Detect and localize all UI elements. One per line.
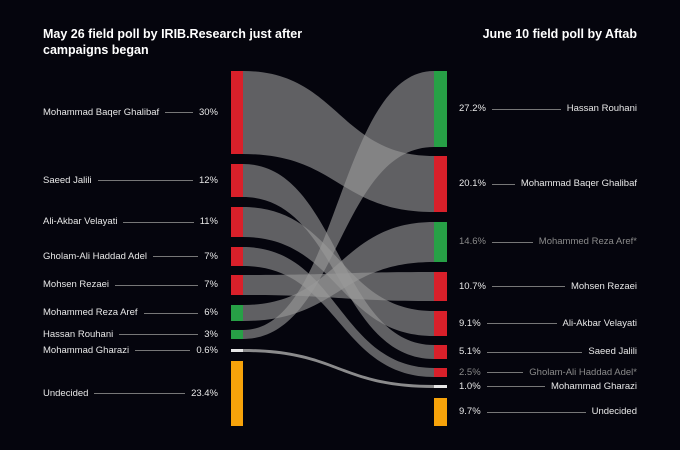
right-node-bar	[434, 311, 447, 336]
left-node-bar	[231, 330, 243, 339]
candidate-name: Mohammed Reza Aref*	[538, 236, 637, 247]
flow-band	[243, 71, 434, 339]
percentage: 3%	[204, 328, 218, 340]
left-node-bar	[231, 349, 243, 352]
percentage: 0.6%	[196, 344, 218, 356]
percentage: 14.6%	[459, 236, 486, 247]
flow-band	[243, 222, 434, 321]
candidate-name: Mohsen Rezaei	[43, 279, 110, 290]
left-node-label: Saeed Jalili 12%	[43, 175, 218, 187]
left-node-bar	[231, 207, 243, 237]
candidate-name: Hassan Rouhani	[43, 328, 114, 340]
left-node-bar	[231, 361, 243, 426]
candidate-name: Saeed Jalili	[43, 174, 92, 186]
percentage: 5.1%	[459, 346, 481, 357]
candidate-name: Mohammad Baqer Ghalibaf	[43, 106, 160, 118]
left-node-bar	[231, 247, 243, 266]
candidate-name: Gholam-Ali Haddad Adel*	[529, 366, 637, 378]
leader-line	[486, 351, 583, 353]
right-node-label: 20.1% Mohammad Baqer Ghalibaf	[459, 178, 637, 190]
left-poll-title: May 26 field poll by IRIB.Research just …	[43, 27, 303, 57]
right-node-label: 1.0% Mohammad Gharazi	[459, 381, 637, 393]
right-node-bar	[434, 222, 447, 262]
candidate-name: Mohammad Gharazi	[550, 380, 637, 392]
candidate-name: Hassan Rouhani	[566, 103, 637, 114]
leader-line	[123, 221, 194, 223]
right-node-label: 10.7% Mohsen Rezaei	[459, 281, 637, 293]
left-node-label: Mohammad Baqer Ghalibaf 30%	[43, 107, 218, 119]
left-node-bar	[231, 71, 243, 154]
candidate-name: Undecided	[43, 387, 89, 399]
percentage: 2.5%	[459, 366, 481, 378]
percentage: 7%	[204, 279, 218, 290]
percentage: 6%	[204, 307, 218, 318]
left-node-bar	[231, 275, 243, 295]
left-node-label: Undecided 23.4%	[43, 388, 218, 400]
leader-line	[486, 411, 586, 413]
right-node-bar	[434, 71, 447, 147]
flow-band	[243, 247, 434, 377]
right-node-bar	[434, 385, 447, 388]
right-poll-title: June 10 field poll by Aftab	[482, 27, 637, 41]
left-node-bar	[231, 164, 243, 197]
candidate-name: Mohsen Rezaei	[570, 280, 637, 292]
candidate-name: Mohammad Baqer Ghalibaf	[520, 178, 637, 189]
left-node-label: Mohammed Reza Aref 6%	[43, 307, 218, 319]
percentage: 11%	[199, 216, 218, 227]
left-node-label: Gholam-Ali Haddad Adel 7%	[43, 251, 218, 263]
right-node-bar	[434, 368, 447, 377]
leader-line	[486, 372, 524, 373]
right-node-bar	[434, 398, 447, 426]
left-node-label: Hassan Rouhani 3%	[43, 329, 218, 341]
right-node-label: 27.2% Hassan Rouhani	[459, 103, 637, 115]
percentage: 1.0%	[459, 380, 481, 392]
leader-line	[486, 386, 545, 387]
percentage: 7%	[204, 250, 218, 262]
leader-line	[97, 180, 193, 181]
candidate-name: Ali-Akbar Velayati	[43, 216, 118, 227]
leader-line	[143, 312, 199, 314]
right-node-bar	[434, 156, 447, 212]
leader-line	[135, 350, 191, 351]
leader-line	[486, 323, 557, 324]
candidate-name: Gholam-Ali Haddad Adel	[43, 250, 148, 262]
flow-band	[243, 71, 434, 212]
right-node-label: 9.1% Ali-Akbar Velayati	[459, 318, 637, 330]
right-node-label: 14.6% Mohammed Reza Aref*	[459, 236, 637, 248]
flow-band	[243, 349, 434, 388]
percentage: 9.1%	[459, 317, 481, 329]
right-node-bar	[434, 272, 447, 301]
left-node-label: Ali-Akbar Velayati 11%	[43, 216, 218, 228]
percentage: 23.4%	[191, 387, 218, 399]
candidate-name: Undecided	[591, 406, 637, 417]
leader-line	[491, 241, 533, 243]
candidate-name: Mohammad Gharazi	[43, 344, 130, 356]
candidate-name: Saeed Jalili	[588, 346, 637, 357]
percentage: 9.7%	[459, 406, 481, 417]
leader-line	[491, 286, 565, 287]
leader-line	[115, 284, 199, 286]
left-node-label: Mohammad Gharazi 0.6%	[43, 345, 218, 357]
percentage: 30%	[198, 106, 218, 118]
left-node-bar	[231, 305, 243, 321]
leader-line	[119, 334, 199, 335]
leader-line	[491, 108, 561, 110]
percentage: 10.7%	[459, 280, 486, 292]
percentage: 27.2%	[459, 103, 486, 114]
right-node-bar	[434, 345, 447, 359]
leader-line	[94, 393, 186, 394]
candidate-name: Mohammed Reza Aref	[43, 307, 138, 318]
right-node-label: 9.7% Undecided	[459, 406, 637, 418]
percentage: 12%	[198, 174, 218, 186]
leader-line	[153, 256, 199, 257]
percentage: 20.1%	[459, 178, 486, 189]
right-node-label: 2.5% Gholam-Ali Haddad Adel*	[459, 367, 637, 379]
leader-line	[491, 183, 515, 185]
leader-line	[165, 112, 193, 113]
candidate-name: Ali-Akbar Velayati	[562, 317, 637, 329]
right-node-label: 5.1% Saeed Jalili	[459, 346, 637, 358]
left-node-label: Mohsen Rezaei 7%	[43, 279, 218, 291]
